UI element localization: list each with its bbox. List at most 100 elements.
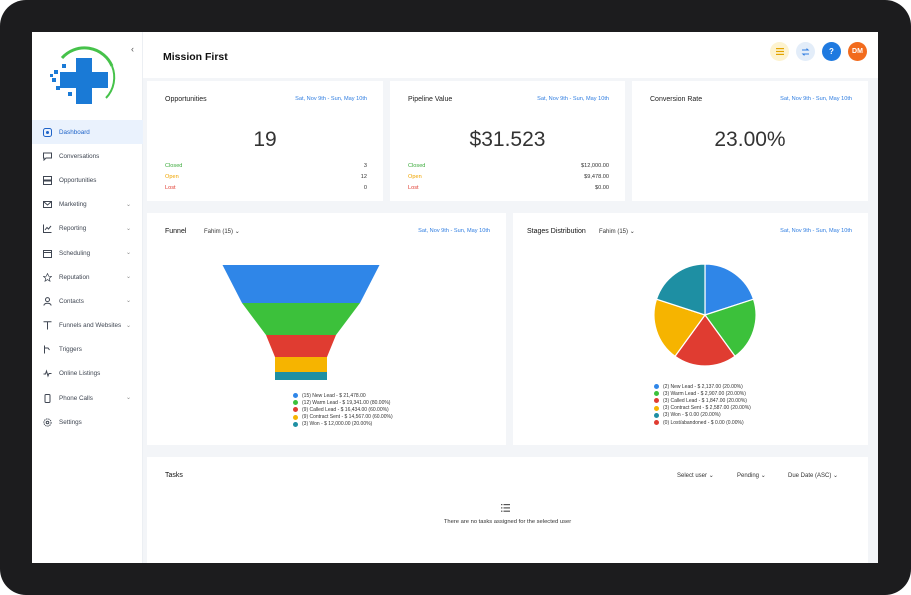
card-title: Opportunities — [165, 96, 207, 103]
conversion-rate-value: 23.00% — [714, 128, 786, 151]
phone-icon — [42, 393, 52, 403]
legend-dot-icon — [654, 420, 659, 426]
list-button[interactable] — [770, 42, 789, 61]
legend-label: (3) Won - $ 12,000.00 (20.00%) — [302, 421, 373, 428]
pie-slice[interactable] — [653, 298, 706, 358]
switch-account-button[interactable] — [796, 42, 815, 61]
dropdown-value: Fahim (15) — [204, 229, 234, 235]
funnel-stage[interactable] — [275, 372, 327, 380]
legend-label: (3) Won - $ 0.00 (20.00%) — [663, 412, 721, 419]
legend-item: (9) Contract Sent - $ 14,567.00 (60.00%) — [293, 414, 393, 421]
legend-label: (0) Lost/abandoned - $ 0.00 (0.00%) — [663, 419, 744, 426]
stat-label: Open — [408, 174, 422, 180]
pipeline-value-card: Pipeline Value Sat, Nov 9th - Sun, May 1… — [390, 81, 625, 201]
stages-user-dropdown[interactable]: Fahim (15) ⌄ — [599, 228, 635, 235]
swap-icon — [801, 47, 810, 56]
stat-value: 0 — [363, 185, 367, 191]
sidebar-item-label: Dashboard — [59, 128, 90, 136]
sidebar-item-label: Marketing — [59, 201, 87, 209]
date-range-link[interactable]: Sat, Nov 9th - Sun, May 10th — [780, 228, 852, 234]
sidebar-item-triggers[interactable]: Triggers — [32, 338, 143, 362]
dashboard-icon — [42, 127, 52, 137]
funnel-stage[interactable] — [242, 303, 360, 335]
funnel-stage[interactable] — [222, 265, 380, 303]
select-user-filter[interactable]: Select user ⌄ — [677, 472, 714, 479]
funnel-stage[interactable] — [266, 335, 336, 357]
trigger-icon — [42, 345, 52, 355]
funnel-card: Funnel Fahim (15) ⌄ Sat, Nov 9th - Sun, … — [147, 213, 506, 445]
person-icon — [42, 296, 52, 306]
legend-label: (12) Warm Lead - $ 19,341.00 (80.00%) — [302, 399, 391, 406]
sort-filter[interactable]: Due Date (ASC) ⌄ — [788, 472, 838, 479]
sidebar-item-dashboard[interactable]: Dashboard — [32, 120, 143, 145]
sidebar-item-funnels-and-websites[interactable]: Funnels and Websites ⌄ — [32, 314, 143, 338]
pie-slice[interactable] — [674, 313, 736, 367]
layers-icon — [42, 175, 52, 185]
chevron-down-icon: ⌄ — [125, 395, 131, 402]
legend-item: (3) Won - $ 12,000.00 (20.00%) — [293, 421, 393, 428]
pie-slice[interactable] — [704, 263, 755, 316]
chevron-down-icon: ⌄ — [125, 225, 131, 232]
sidebar-item-settings[interactable]: Settings — [32, 410, 143, 434]
sidebar-item-marketing[interactable]: Marketing ⌄ — [32, 193, 143, 217]
sidebar-item-label: Contacts — [59, 297, 84, 305]
filter-label: Due Date (ASC) — [788, 473, 832, 479]
help-button[interactable]: ? — [822, 42, 841, 61]
sidebar-item-conversations[interactable]: Conversations — [32, 144, 143, 168]
sidebar-item-label: Online Listings — [59, 370, 101, 378]
main-content: Mission First ? DM Opportunities Sat, No… — [143, 32, 878, 563]
funnel-stage[interactable] — [275, 357, 327, 372]
stat-row-closed: Closed 3 — [165, 163, 367, 169]
sidebar-item-scheduling[interactable]: Scheduling ⌄ — [32, 241, 143, 265]
funnel-user-dropdown[interactable]: Fahim (15) ⌄ — [204, 228, 240, 235]
star-icon — [42, 272, 52, 282]
legend-dot-icon — [654, 412, 659, 418]
pie-slice[interactable] — [704, 298, 757, 358]
date-range-link[interactable]: Sat, Nov 9th - Sun, May 10th — [418, 228, 490, 234]
chevron-down-icon: ⌄ — [125, 201, 131, 208]
sidebar-collapse-button[interactable]: ‹ — [131, 44, 134, 54]
legend-dot-icon — [654, 391, 659, 397]
legend-item: (15) New Lead - $ 21,478.00 — [293, 392, 393, 399]
legend-label: (3) Contract Sent - $ 2,587.00 (20.00%) — [663, 405, 751, 412]
stat-row-open: Open 12 — [165, 174, 367, 180]
gear-icon — [42, 417, 52, 427]
legend-dot-icon — [293, 421, 298, 427]
legend-item: (0) Lost/abandoned - $ 0.00 (0.00%) — [654, 419, 751, 426]
legend-label: (9) Called Lead - $ 16,434.00 (60.00%) — [302, 406, 389, 413]
sidebar-item-reporting[interactable]: Reporting ⌄ — [32, 217, 143, 241]
legend-dot-icon — [654, 405, 659, 411]
empty-tasks-message: There are no tasks assigned for the sele… — [443, 519, 572, 525]
stat-row-lost: Lost $0.00 — [408, 185, 609, 191]
status-filter[interactable]: Pending ⌄ — [737, 472, 766, 479]
opportunities-card: Opportunities Sat, Nov 9th - Sun, May 10… — [147, 81, 383, 201]
stat-row-open: Open $9,478.00 — [408, 174, 609, 180]
date-range-link[interactable]: Sat, Nov 9th - Sun, May 10th — [780, 96, 852, 102]
company-logo[interactable] — [48, 44, 120, 110]
card-title: Stages Distribution — [527, 228, 586, 235]
legend-label: (9) Contract Sent - $ 14,567.00 (60.00%) — [302, 414, 393, 421]
sidebar-item-online-listings[interactable]: Online Listings — [32, 362, 143, 386]
chevron-down-icon: ⌄ — [125, 274, 131, 281]
date-range-link[interactable]: Sat, Nov 9th - Sun, May 10th — [537, 96, 609, 102]
user-avatar[interactable]: DM — [848, 42, 867, 61]
sidebar-item-label: Scheduling — [59, 249, 91, 257]
card-title: Funnel — [165, 228, 187, 235]
stat-value: $0.00 — [595, 185, 609, 191]
stat-value: $9,478.00 — [584, 174, 609, 180]
chevron-down-icon: ⌄ — [125, 322, 131, 329]
pie-slice[interactable] — [655, 263, 706, 316]
chevron-down-icon: ⌄ — [125, 249, 131, 256]
date-range-link[interactable]: Sat, Nov 9th - Sun, May 10th — [295, 96, 367, 102]
chevron-down-icon: ⌄ — [760, 473, 766, 479]
legend-dot-icon — [293, 393, 298, 399]
stat-value: 3 — [363, 163, 367, 169]
sidebar-item-opportunities[interactable]: Opportunities — [32, 168, 143, 192]
calendar-icon — [42, 248, 52, 258]
sidebar-item-contacts[interactable]: Contacts ⌄ — [32, 289, 143, 313]
sidebar-item-phone-calls[interactable]: Phone Calls ⌄ — [32, 386, 143, 410]
stat-label: Lost — [408, 185, 419, 191]
legend-dot-icon — [293, 414, 298, 420]
sidebar-item-reputation[interactable]: Reputation ⌄ — [32, 265, 143, 289]
legend-item: (2) New Lead - $ 2,137.00 (20.00%) — [654, 383, 751, 390]
